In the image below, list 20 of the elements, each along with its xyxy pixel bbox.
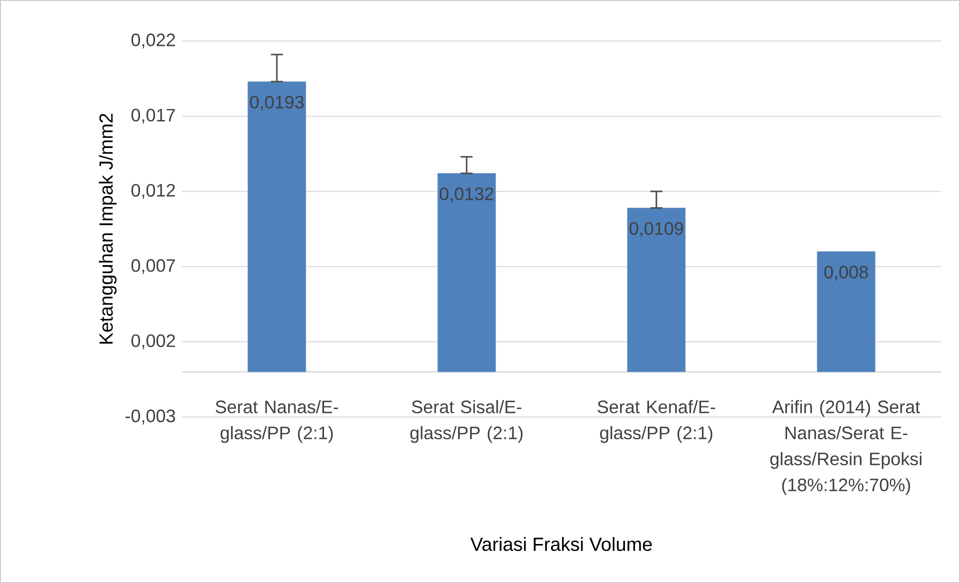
bar xyxy=(248,81,306,372)
data-label: 0,008 xyxy=(824,266,868,281)
data-label: 0,0132 xyxy=(440,188,494,202)
bar xyxy=(627,208,686,372)
data-label: 0,0193 xyxy=(250,96,304,111)
y-tick-label: -0,003 xyxy=(126,410,176,424)
y-tick-label: 0,007 xyxy=(131,259,175,274)
y-tick-label: 0,017 xyxy=(131,108,175,124)
x-tick-label: Serat Kenaf/E-glass/PP (2:1) xyxy=(598,400,716,443)
bar xyxy=(816,251,876,372)
y-tick-label: 0,012 xyxy=(131,184,175,199)
data-label: 0,0109 xyxy=(630,222,684,238)
y-tick-label: 0,002 xyxy=(131,334,175,350)
x-tick-label: Serat Sisal/E-glass/PP (2:1) xyxy=(410,400,523,443)
x-tick-label: Arifin (2014) Serat Nanas/Serat E-glass/Resin Epoksi (18%:12%:70%) xyxy=(770,400,922,495)
x-tick-label: Serat Nanas/E-glass/PP (2:1) xyxy=(216,400,338,443)
y-axis-title: Ketangguhan Impak J/mm2 xyxy=(98,114,117,344)
x-axis-title: Variasi Fraksi Volume xyxy=(470,537,652,552)
y-tick-label: 0,022 xyxy=(131,34,175,48)
bar xyxy=(437,173,496,372)
